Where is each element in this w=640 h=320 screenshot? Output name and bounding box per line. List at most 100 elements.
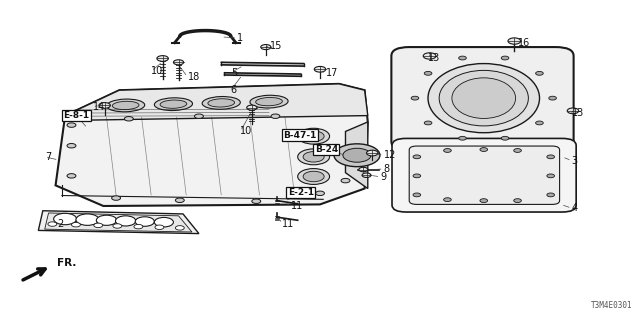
- Circle shape: [252, 199, 260, 204]
- PathPatch shape: [38, 211, 199, 234]
- Circle shape: [67, 123, 76, 127]
- Circle shape: [514, 148, 522, 152]
- Circle shape: [424, 121, 432, 125]
- Circle shape: [567, 108, 579, 114]
- Circle shape: [173, 60, 184, 65]
- Ellipse shape: [298, 128, 330, 144]
- PathPatch shape: [65, 84, 368, 120]
- Text: 1: 1: [237, 33, 243, 43]
- Text: 18: 18: [188, 72, 200, 82]
- Circle shape: [341, 178, 350, 183]
- Circle shape: [536, 71, 543, 75]
- Circle shape: [411, 96, 419, 100]
- Text: E-8-1: E-8-1: [63, 111, 90, 120]
- Text: 11: 11: [282, 219, 294, 229]
- Ellipse shape: [250, 95, 288, 108]
- Circle shape: [76, 214, 99, 225]
- Circle shape: [480, 148, 488, 151]
- Ellipse shape: [160, 100, 187, 108]
- FancyBboxPatch shape: [392, 47, 573, 150]
- Circle shape: [54, 213, 77, 225]
- Ellipse shape: [107, 99, 145, 112]
- PathPatch shape: [56, 84, 368, 206]
- Text: B-24: B-24: [315, 145, 338, 154]
- Circle shape: [501, 136, 509, 140]
- Circle shape: [547, 155, 554, 159]
- Text: 15: 15: [270, 41, 283, 51]
- Ellipse shape: [303, 171, 324, 182]
- Text: 13: 13: [428, 53, 440, 63]
- FancyBboxPatch shape: [392, 139, 576, 212]
- Circle shape: [113, 224, 122, 228]
- Circle shape: [508, 38, 521, 44]
- Text: B-47-1: B-47-1: [283, 131, 316, 140]
- Circle shape: [97, 215, 116, 225]
- PathPatch shape: [346, 122, 368, 188]
- Ellipse shape: [298, 149, 330, 165]
- Circle shape: [334, 144, 380, 167]
- Circle shape: [124, 116, 133, 121]
- Text: 14: 14: [93, 102, 105, 112]
- Circle shape: [362, 173, 371, 178]
- Circle shape: [154, 217, 173, 227]
- Text: 13: 13: [572, 108, 584, 118]
- Circle shape: [424, 71, 432, 75]
- Circle shape: [413, 193, 420, 197]
- Circle shape: [444, 148, 451, 152]
- Text: 17: 17: [326, 68, 339, 78]
- Ellipse shape: [428, 64, 540, 133]
- Circle shape: [459, 136, 467, 140]
- Text: 10: 10: [241, 126, 253, 136]
- Circle shape: [367, 150, 378, 156]
- Text: 12: 12: [384, 150, 396, 160]
- Text: 2: 2: [57, 219, 63, 229]
- Circle shape: [444, 198, 451, 202]
- Ellipse shape: [303, 131, 324, 141]
- Circle shape: [514, 199, 522, 203]
- Circle shape: [67, 174, 76, 178]
- Ellipse shape: [112, 101, 139, 109]
- Text: FR.: FR.: [58, 259, 77, 268]
- Circle shape: [501, 56, 509, 60]
- Text: 3: 3: [572, 156, 578, 166]
- Circle shape: [175, 226, 184, 230]
- Ellipse shape: [255, 98, 282, 106]
- Ellipse shape: [154, 98, 193, 110]
- Ellipse shape: [202, 97, 240, 109]
- PathPatch shape: [45, 213, 192, 232]
- Text: 11: 11: [291, 201, 303, 211]
- Circle shape: [134, 224, 143, 229]
- FancyBboxPatch shape: [409, 146, 559, 204]
- Circle shape: [175, 198, 184, 203]
- Circle shape: [343, 148, 371, 162]
- Text: 4: 4: [572, 203, 578, 213]
- Text: 7: 7: [45, 152, 51, 162]
- Ellipse shape: [303, 152, 324, 162]
- Circle shape: [271, 114, 280, 118]
- Circle shape: [48, 222, 57, 226]
- Circle shape: [547, 174, 554, 178]
- Ellipse shape: [439, 70, 529, 126]
- Circle shape: [359, 167, 368, 172]
- Circle shape: [459, 56, 467, 60]
- Circle shape: [413, 155, 420, 159]
- Text: T3M4E0301: T3M4E0301: [591, 301, 632, 310]
- Circle shape: [135, 217, 154, 226]
- Circle shape: [67, 143, 76, 148]
- Ellipse shape: [208, 99, 235, 107]
- Circle shape: [115, 216, 136, 226]
- Circle shape: [423, 53, 436, 59]
- Circle shape: [155, 225, 164, 229]
- Text: 10: 10: [151, 66, 163, 76]
- Circle shape: [548, 96, 556, 100]
- Circle shape: [314, 67, 326, 72]
- Ellipse shape: [298, 169, 330, 184]
- Circle shape: [72, 222, 81, 227]
- Circle shape: [547, 193, 554, 197]
- Text: 8: 8: [384, 164, 390, 174]
- Text: 9: 9: [381, 172, 387, 182]
- Circle shape: [260, 44, 271, 50]
- Circle shape: [99, 103, 110, 108]
- Circle shape: [157, 56, 168, 61]
- Circle shape: [536, 121, 543, 125]
